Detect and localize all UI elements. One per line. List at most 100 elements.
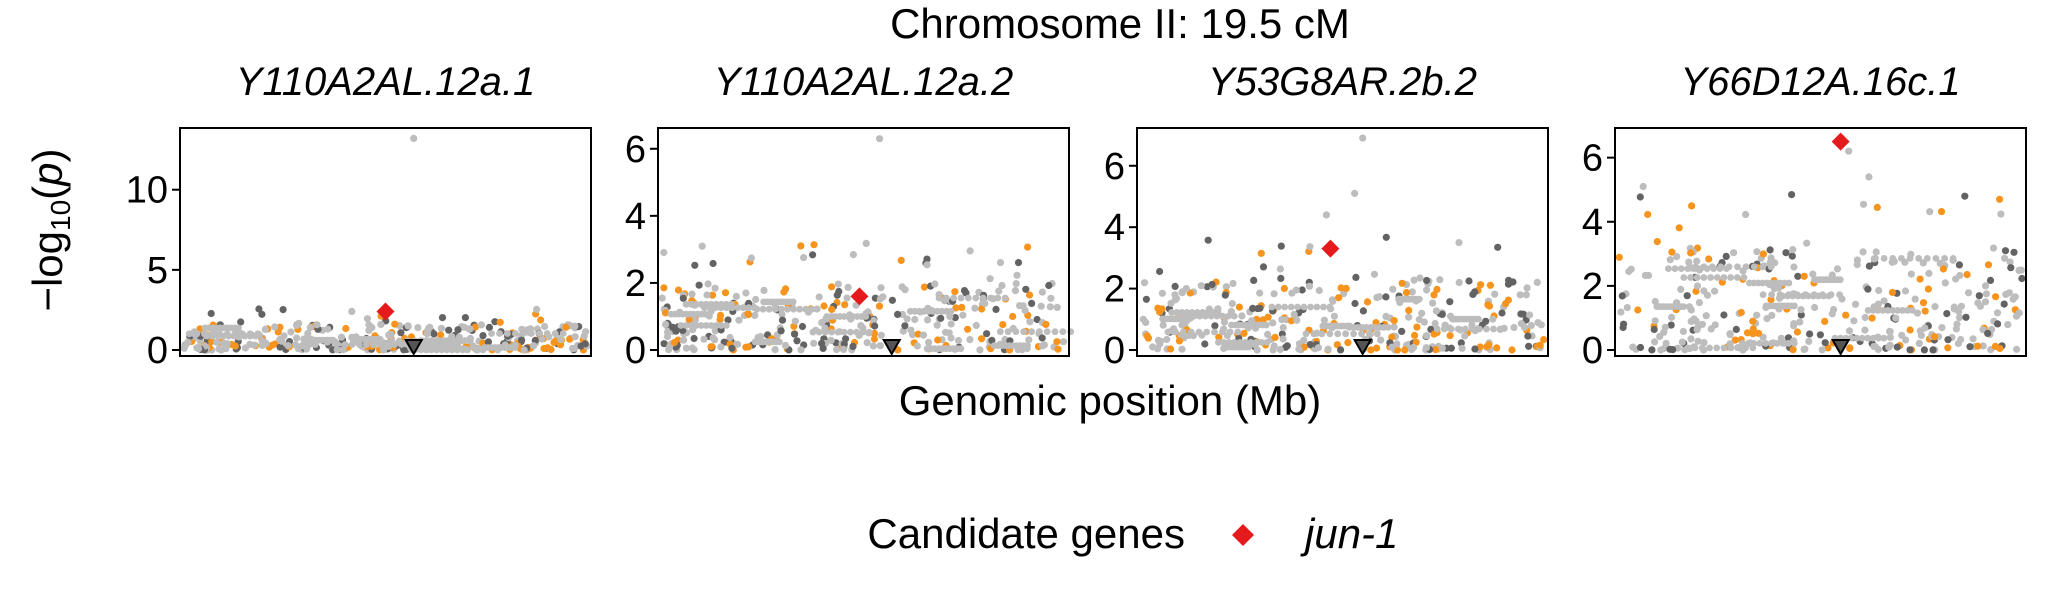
peak-position-marker [403,339,424,357]
snp-point [1194,309,1201,316]
snp-point [1673,253,1681,261]
snp-point [1038,334,1046,342]
snp-point [1294,303,1301,311]
snp-point [1004,328,1012,336]
legend: Candidate genes jun-1 [867,510,1398,557]
snp-point [911,315,919,324]
snp-point [1796,318,1804,326]
snp-point [1944,336,1952,344]
snp-point [1685,303,1693,311]
snp-point [1268,303,1276,311]
snp-point [1677,265,1685,272]
snp-point [1373,344,1381,352]
snp-point [1393,346,1402,354]
snp-point [1293,316,1301,324]
snp-point [862,239,870,247]
snp-point [791,330,799,338]
snp-point [1685,258,1693,266]
snp-point [355,341,363,348]
snp-point [201,330,208,338]
snp-point [1411,331,1419,339]
snp-point [992,305,1000,313]
snp-point [1816,331,1824,339]
snp-point [1880,255,1888,262]
jun-1-marker [376,302,395,321]
snp-point [1359,307,1367,315]
snp-point [682,300,690,308]
snp-point [1874,345,1882,354]
snp-point [1915,255,1923,262]
snp-point [1012,328,1020,336]
snp-point [1382,233,1390,241]
snp-point [1916,327,1924,335]
snp-point [1754,329,1763,337]
snp-point [1402,289,1411,297]
snp-point [1436,276,1444,284]
snp-point [925,338,933,346]
snp-point [1617,308,1625,316]
snp-point [1653,238,1661,246]
snp-point [1981,298,1990,306]
snp-point [1944,344,1952,352]
snp-point [557,336,565,344]
snp-point [1939,265,1947,273]
snp-point [751,311,759,319]
snp-point [1432,307,1440,315]
snp-point [1274,303,1282,311]
snp-point [1742,344,1749,352]
snp-point [1720,311,1728,319]
snp-point [1809,270,1817,278]
top-snp-point [1639,182,1647,191]
snp-point [680,336,688,344]
snp-point [692,322,700,329]
legend-key-diamond [1232,524,1254,546]
snp-point [1684,265,1692,272]
snp-point [1415,295,1423,303]
snp-point [530,342,538,350]
snp-point [298,342,306,350]
snp-point [1706,344,1713,352]
snp-point [512,330,519,337]
snp-point [1615,253,1623,261]
snp-point [1804,292,1812,300]
snp-point [1789,246,1797,254]
snp-point [1295,345,1303,353]
snp-point [685,316,693,324]
snp-point [1168,309,1175,316]
snp-point [957,294,965,302]
snp-point [844,283,852,291]
snp-point [869,342,878,350]
snp-point [908,331,917,339]
snp-point [1830,305,1838,314]
y-tick-label: 5 [147,250,168,292]
snp-point [551,330,559,337]
snp-point [690,346,698,354]
snp-point [1276,265,1284,273]
snp-point [998,281,1006,290]
snp-point [1930,333,1939,341]
snp-point [1889,307,1897,314]
snp-point [1388,333,1396,341]
snp-point [1197,282,1205,290]
snp-point [377,341,384,348]
snp-point [1932,255,1940,262]
snp-point [690,334,698,343]
snp-point [1986,276,1995,284]
snp-point [1259,263,1268,271]
snp-point [828,305,836,313]
snp-point [1188,309,1196,316]
snp-point [1886,333,1894,341]
snp-point [329,336,337,344]
snp-point [1929,346,1937,354]
snp-point [1140,279,1149,287]
snp-point [778,310,786,318]
snp-point [920,283,929,291]
snp-point [1753,248,1761,256]
snp-point [216,330,224,338]
snp-point [1490,325,1497,333]
snp-point [1302,330,1310,338]
snp-point [1657,346,1665,354]
snp-point [1785,340,1792,347]
snp-point [981,299,989,307]
snp-point [1313,303,1321,311]
